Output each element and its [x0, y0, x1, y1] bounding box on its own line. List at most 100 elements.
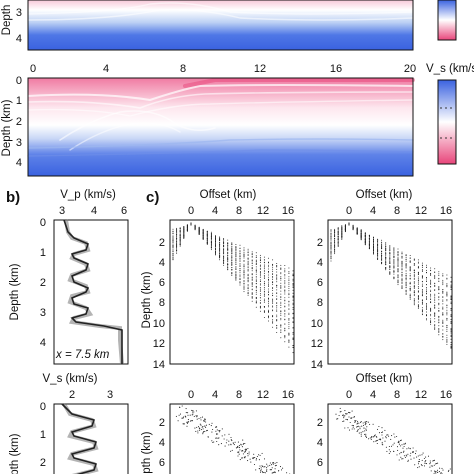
- ray-point: [405, 265, 407, 267]
- scatter-point: [421, 459, 423, 461]
- scatter-point: [177, 420, 179, 422]
- ray-point: [223, 253, 225, 255]
- ray-point: [183, 233, 185, 235]
- ray-point: [393, 266, 395, 268]
- scatter-point: [264, 466, 266, 468]
- scatter-point: [186, 425, 188, 427]
- ray-point: [401, 255, 403, 257]
- ray-point: [393, 255, 395, 257]
- ray-point: [446, 291, 448, 293]
- ray-point: [426, 290, 427, 292]
- ray-point: [223, 246, 225, 247]
- ray-point: [172, 233, 174, 235]
- ray-point: [334, 251, 336, 253]
- scatter-point: [439, 467, 441, 469]
- ray-point: [239, 276, 241, 278]
- ray-point: [223, 242, 225, 244]
- ray-point: [417, 291, 419, 293]
- ray-point: [251, 289, 253, 291]
- scatter-point: [374, 434, 376, 436]
- ray-point: [334, 234, 336, 236]
- ray-point: [401, 263, 403, 265]
- ray-point: [292, 275, 294, 277]
- ray-point: [417, 283, 419, 285]
- scatter-point: [416, 456, 418, 458]
- ray-point: [409, 270, 411, 271]
- scatter-point: [219, 430, 221, 432]
- ray-point: [417, 288, 419, 289]
- panel-c: c) Offset (km) 0 4 8 12 16 Depth (km) 2 …: [141, 189, 453, 474]
- ray-point: [364, 240, 366, 242]
- panel-b-bottom-ylabel: Depth (km): [9, 433, 21, 474]
- ray-point: [215, 246, 216, 248]
- ray-point: [413, 273, 415, 275]
- ray-point: [202, 238, 204, 240]
- ray-point: [401, 251, 403, 253]
- ray-point: [272, 326, 274, 328]
- ray-point: [268, 257, 269, 259]
- ray-point: [247, 266, 249, 268]
- scatter-point: [187, 414, 189, 416]
- ray-point: [276, 320, 278, 321]
- ray-point: [210, 238, 212, 240]
- ray-point: [352, 225, 354, 227]
- ray-point: [421, 266, 423, 268]
- ray-point: [409, 267, 411, 269]
- scatter-point: [244, 449, 246, 451]
- ray-point: [438, 299, 440, 301]
- ray-point: [385, 253, 387, 255]
- ray-point: [330, 252, 332, 254]
- scatter-point: [376, 440, 378, 442]
- ray-point: [430, 307, 432, 309]
- ray-point: [172, 237, 174, 239]
- ray-point: [360, 239, 362, 241]
- ray-point: [280, 303, 282, 305]
- ray-point: [413, 294, 415, 296]
- ray-point: [251, 262, 253, 264]
- ytick-label: 8: [159, 297, 165, 309]
- scatter-point: [357, 425, 359, 427]
- ray-point: [393, 262, 395, 264]
- ray-point: [426, 293, 427, 294]
- ray-point: [385, 251, 387, 253]
- ray-point: [276, 281, 278, 283]
- ray-point: [288, 282, 290, 284]
- ray-point: [280, 282, 282, 284]
- ray-point: [280, 319, 282, 321]
- scatter-point: [441, 467, 443, 469]
- ray-point: [239, 265, 241, 267]
- ray-point: [446, 295, 448, 297]
- ray-point: [373, 253, 374, 255]
- ray-point: [373, 246, 374, 248]
- ray-point: [393, 260, 395, 262]
- ray-point: [247, 270, 249, 272]
- ray-point: [393, 266, 395, 267]
- scatter-point: [429, 460, 431, 462]
- ytick-label: 14: [153, 359, 165, 371]
- scatter-point: [205, 421, 207, 423]
- ray-point: [251, 279, 253, 281]
- ray-point: [280, 297, 282, 299]
- panel-c-left-rays: [172, 222, 294, 354]
- ray-point: [288, 271, 290, 273]
- ray-point: [409, 289, 411, 291]
- ray-point: [280, 317, 282, 319]
- ray-point: [421, 275, 423, 277]
- ray-point: [284, 280, 286, 282]
- ytick-label: 4: [159, 437, 165, 449]
- ray-point: [385, 247, 387, 249]
- scatter-point: [392, 444, 394, 446]
- ray-point: [263, 306, 265, 308]
- ray-point: [284, 297, 286, 299]
- ray-point: [434, 282, 436, 284]
- ray-point: [450, 341, 452, 343]
- ray-point: [247, 284, 249, 286]
- ray-point: [421, 280, 423, 282]
- ray-point: [430, 279, 432, 281]
- xtick-label: 4: [212, 389, 218, 401]
- scatter-point: [278, 470, 280, 472]
- ray-point: [442, 282, 444, 284]
- ray-point: [341, 232, 343, 234]
- scatter-point: [393, 450, 395, 453]
- ray-point: [272, 273, 274, 275]
